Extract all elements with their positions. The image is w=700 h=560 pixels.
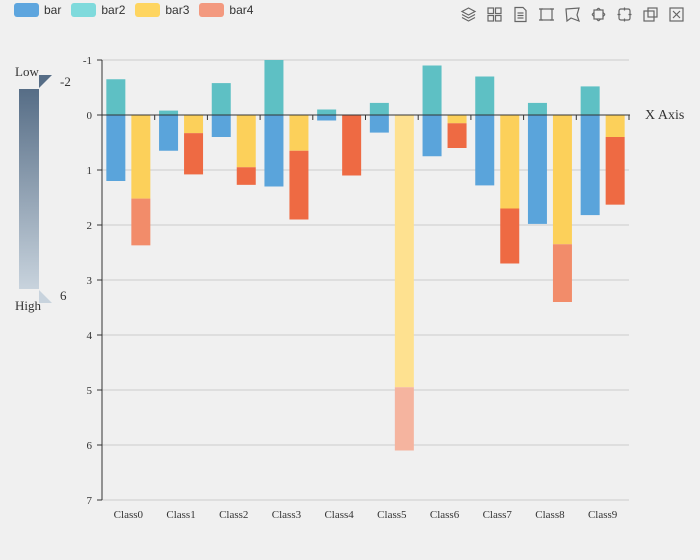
visual-map: Low -2 High 6 xyxy=(15,64,71,313)
x-tick-label: Class2 xyxy=(219,509,248,521)
bar-series xyxy=(106,60,625,451)
bar-bar3-Class0[interactable] xyxy=(131,115,151,199)
x-tick-label: Class1 xyxy=(166,509,195,521)
y-tick-label: 0 xyxy=(87,110,93,122)
x-tick-label: Class6 xyxy=(430,509,460,521)
x-axis-name: X Axis xyxy=(645,108,684,123)
bar-bar3-Class5[interactable] xyxy=(394,115,414,388)
bar-bar-Class8[interactable] xyxy=(527,115,547,224)
bar-bar3-Class7[interactable] xyxy=(500,115,520,209)
data-view-icon[interactable] xyxy=(512,6,529,23)
bar-bar3-Class6[interactable] xyxy=(447,115,467,124)
toolbox xyxy=(460,6,685,23)
x-tick-label: Class0 xyxy=(114,509,144,521)
legend: bar bar2 bar3 bar4 xyxy=(14,3,253,17)
bar-bar-Class7[interactable] xyxy=(475,115,495,186)
bar-bar2-Class2[interactable] xyxy=(211,83,231,115)
legend-item-bar2[interactable]: bar2 xyxy=(71,3,125,17)
legend-label-bar2: bar2 xyxy=(101,3,126,17)
bar-bar4-Class7[interactable] xyxy=(500,208,520,264)
rect-select-icon[interactable] xyxy=(538,6,555,23)
y-tick-label: 4 xyxy=(87,330,93,342)
clear-select-icon[interactable] xyxy=(616,6,633,23)
legend-label-bar: bar xyxy=(44,3,62,17)
bar-bar4-Class6[interactable] xyxy=(447,123,467,148)
zoom-reset-icon[interactable] xyxy=(668,6,685,23)
legend-label-bar3: bar3 xyxy=(165,3,190,17)
grid-lines xyxy=(102,59,629,501)
bar-bar4-Class9[interactable] xyxy=(605,137,625,205)
bar-bar-Class0[interactable] xyxy=(106,115,126,181)
legend-label-bar4: bar4 xyxy=(229,3,254,17)
lasso-select-icon[interactable] xyxy=(564,6,581,23)
visual-map-min-value: -2 xyxy=(60,74,71,89)
bar-bar4-Class3[interactable] xyxy=(289,150,309,220)
bar-bar3-Class8[interactable] xyxy=(552,115,572,245)
visual-map-high-label: High xyxy=(15,298,42,313)
bar-bar2-Class8[interactable] xyxy=(527,102,547,115)
y-tick-label: 1 xyxy=(87,165,93,177)
bar-bar-Class2[interactable] xyxy=(211,115,231,137)
bar-bar-Class6[interactable] xyxy=(422,115,442,157)
bar-bar2-Class7[interactable] xyxy=(475,76,495,116)
x-tick-label: Class3 xyxy=(272,509,302,521)
bar-bar2-Class3[interactable] xyxy=(264,60,284,115)
bar-bar2-Class4[interactable] xyxy=(317,109,337,116)
zoom-icon[interactable] xyxy=(642,6,659,23)
bar-bar4-Class5[interactable] xyxy=(394,387,414,451)
bar-bar-Class9[interactable] xyxy=(580,115,600,216)
x-tick-label: Class5 xyxy=(377,509,407,521)
y-tick-label: 5 xyxy=(87,385,93,397)
visual-map-low-label: Low xyxy=(15,64,39,79)
y-tick-label: 7 xyxy=(87,495,93,507)
x-tick-label: Class8 xyxy=(535,509,565,521)
stack-icon[interactable] xyxy=(460,6,477,23)
visual-map-bar[interactable] xyxy=(19,89,39,289)
bar-bar-Class4[interactable] xyxy=(317,115,337,121)
bar-bar-Class5[interactable] xyxy=(369,115,389,133)
bar-bar4-Class2[interactable] xyxy=(236,167,256,185)
bar-bar4-Class1[interactable] xyxy=(184,133,204,175)
visual-map-max-value: 6 xyxy=(60,288,67,303)
tiled-icon[interactable] xyxy=(486,6,503,23)
legend-item-bar[interactable]: bar xyxy=(14,3,61,17)
legend-item-bar3[interactable]: bar3 xyxy=(135,3,189,17)
bar-bar3-Class1[interactable] xyxy=(184,115,204,134)
bar-bar3-Class3[interactable] xyxy=(289,115,309,151)
visual-map-handle-bottom[interactable] xyxy=(39,290,52,303)
y-tick-label: -1 xyxy=(83,55,92,67)
visual-map-handle-top[interactable] xyxy=(39,75,52,88)
bar-bar-Class3[interactable] xyxy=(264,115,284,187)
legend-swatch-bar3 xyxy=(135,3,161,17)
bar-bar-Class1[interactable] xyxy=(159,115,179,151)
x-tick-label: Class4 xyxy=(324,509,354,521)
bar-bar2-Class0[interactable] xyxy=(106,79,126,115)
axes: -1 0 1 2 3 4 5 6 7 Class0 Class1 Class2 Class3 Class4… xyxy=(83,55,684,521)
y-tick-label: 3 xyxy=(87,275,93,287)
bar-bar4-Class0[interactable] xyxy=(131,198,151,246)
legend-swatch-bar4 xyxy=(199,3,225,17)
legend-swatch-bar2 xyxy=(71,3,97,17)
x-tick-label: Class7 xyxy=(483,509,513,521)
y-tick-label: 6 xyxy=(87,440,93,452)
x-tick-label: Class9 xyxy=(588,509,618,521)
bar-bar4-Class8[interactable] xyxy=(552,244,572,302)
legend-item-bar4[interactable]: bar4 xyxy=(199,3,253,17)
legend-swatch-bar xyxy=(14,3,39,17)
bar-bar2-Class5[interactable] xyxy=(369,102,389,115)
y-tick-label: 2 xyxy=(87,220,93,232)
bar-bar2-Class1[interactable] xyxy=(159,110,179,115)
bar-bar3-Class9[interactable] xyxy=(605,115,625,137)
keep-select-icon[interactable] xyxy=(590,6,607,23)
bar-bar4-Class4[interactable] xyxy=(342,115,362,176)
bar-bar3-Class2[interactable] xyxy=(236,115,256,168)
bar-bar2-Class9[interactable] xyxy=(580,86,600,115)
bar-bar2-Class6[interactable] xyxy=(422,65,442,116)
